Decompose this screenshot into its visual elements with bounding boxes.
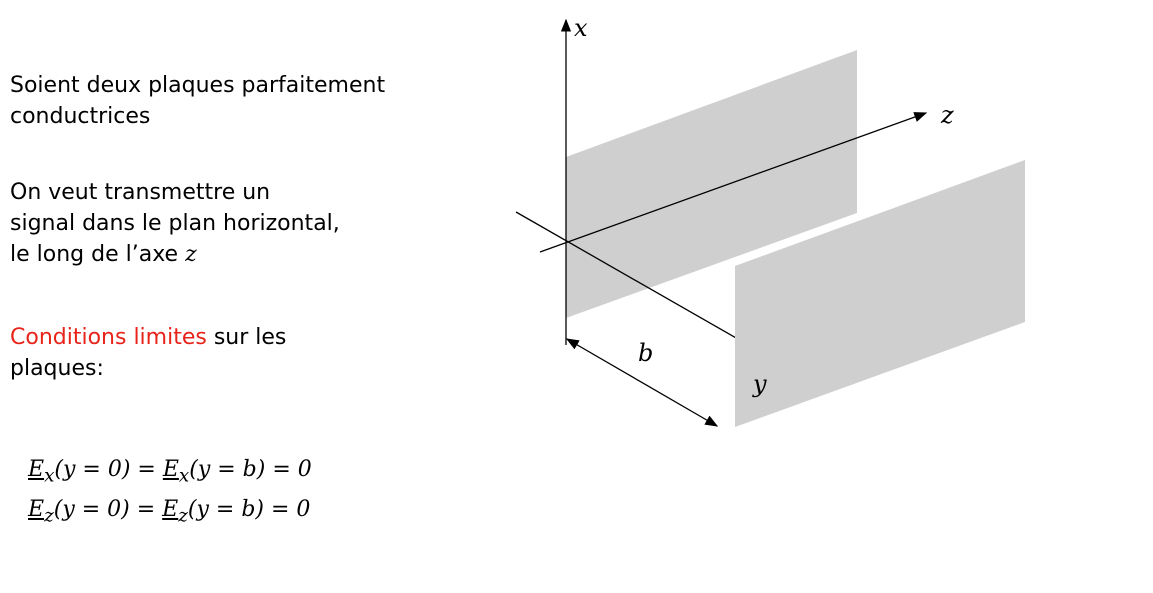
conditions-paragraph: Conditions limites sur les plaques: (10, 322, 286, 384)
eq1-subscript-rhs: x (178, 465, 190, 487)
eq2-subscript: z (44, 505, 54, 527)
b-dimension-label: b (638, 339, 653, 367)
intro-line-1: Soient deux plaques parfaitement (10, 73, 386, 98)
eq1-field: E (28, 457, 45, 482)
eq2-middle: (y = 0) = (53, 497, 163, 522)
eq2-field: E (28, 497, 45, 522)
goal-line-3-text: le long de l’axe (10, 242, 179, 267)
intro-line-2: conductrices (10, 104, 151, 129)
equation-ez: Ez(y = 0) = Ez(y = b) = 0 (28, 497, 310, 526)
eq2-end: (y = b) = 0 (187, 497, 311, 522)
eq2-field-rhs: E (162, 497, 179, 522)
b-dimension-arrow (565, 338, 719, 427)
z-axis-label: z (940, 101, 954, 129)
z-axis (539, 112, 928, 253)
goal-axis-symbol: z (185, 242, 197, 267)
eq1-subscript: x (44, 465, 55, 487)
intro-paragraph: Soient deux plaques parfaitement conduct… (10, 70, 385, 132)
y-axis (515, 211, 780, 363)
conditions-rest: sur les (206, 325, 287, 350)
plate-left (566, 50, 857, 318)
y-axis-label: y (752, 370, 767, 398)
plate-right (735, 160, 1025, 427)
eq1-middle: (y = 0) = (54, 457, 163, 482)
x-axis-label: x (574, 14, 588, 42)
eq1-end: (y = b) = 0 (189, 457, 312, 482)
eq1-field-rhs: E (162, 457, 179, 482)
conditions-highlight: Conditions limites (10, 325, 207, 350)
equation-ex: Ex(y = 0) = Ex(y = b) = 0 (28, 457, 312, 486)
goal-paragraph: On veut transmettre un signal dans le pl… (10, 177, 340, 270)
goal-line-1: On veut transmettre un (10, 180, 271, 205)
goal-line-3: le long de l’axe z (10, 239, 340, 270)
conditions-line-1: Conditions limites sur les (10, 322, 286, 353)
eq2-subscript-rhs: z (178, 505, 188, 527)
goal-line-2: signal dans le plan horizontal, (10, 211, 340, 236)
conditions-line-2: plaques: (10, 356, 104, 381)
